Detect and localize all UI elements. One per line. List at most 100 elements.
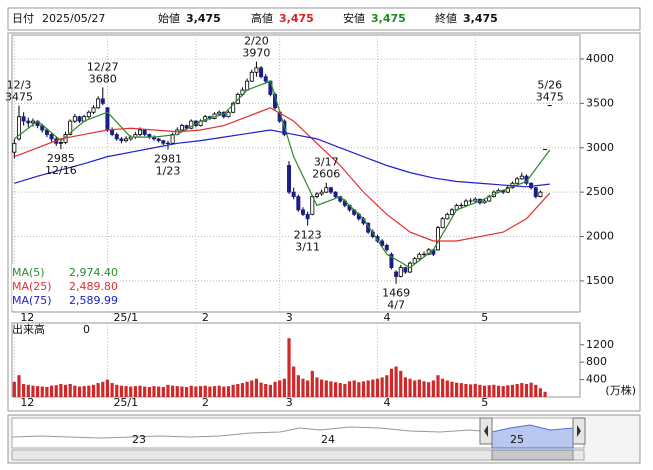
candle-body [226,111,231,118]
volume-bar [399,370,403,397]
candle-body [254,67,259,73]
volume-bar [129,386,133,397]
volume-bar [436,375,440,397]
candle-body [119,138,124,142]
chart-frame [7,32,641,412]
header-bar [7,7,641,31]
legend-name: MA(25) [12,280,52,293]
y-tick-label: 400 [586,373,607,386]
volume-bar [287,338,291,397]
volume-bar [189,385,193,397]
volume-bar [464,383,468,397]
volume-bar [217,385,221,397]
volume-bar [347,381,352,397]
annotation-price: 3680 [89,72,117,85]
candle-body [170,134,175,144]
candle-body [105,107,110,131]
volume-bar [110,383,114,397]
volume-bar [501,386,505,397]
volume-bar [119,385,124,397]
y-tick-label: 1200 [586,338,614,351]
legend-name: MA(5) [12,266,45,279]
field-value: 3,475 [371,12,406,25]
volume-bar [487,385,491,397]
volume-bar [301,378,305,397]
candle-body [245,80,250,91]
volume-bar [455,382,459,397]
candle-body [519,175,524,180]
field-value: 3,475 [463,12,498,25]
volume-bar [147,386,151,397]
volume-bar [538,388,543,397]
y-tick-label: 1500 [586,274,614,287]
volume-bar [203,385,207,397]
legend-value: 2,589.99 [69,294,118,307]
volume-bar [320,379,324,397]
volume-bar [529,382,533,397]
volume-bar [478,384,482,397]
y-tick-label: 3000 [586,141,614,154]
volume-bar [366,380,370,397]
candle-body [68,120,73,135]
annotation-date: 4/7 [387,299,405,312]
field-label: 終値 [435,11,457,25]
candle-body [21,116,26,122]
volume-bar [12,381,16,397]
volume-bar [441,378,445,397]
candle-body [217,111,222,115]
x-tick-label: 2 [202,396,209,409]
volume-bar [482,385,487,397]
candle-body [44,129,49,135]
annotation-price: 3475 [5,91,33,104]
volume-bar [143,386,147,397]
candle-body [417,253,422,260]
field-label: 安値 [343,11,365,25]
volume-current: 0 [83,323,90,336]
volume-bar [543,391,547,397]
volume-panel [11,322,581,398]
volume-bar [40,386,44,397]
volume-bar [385,375,389,397]
candle-body [26,120,31,124]
annotation-date: 1/23 [156,164,181,177]
scrollbar-thumb[interactable] [491,449,574,461]
annotation-date: 12/3 [7,79,32,92]
x-tick-label: 12 [20,311,34,324]
volume-bar [22,383,26,397]
volume-unit: (万株) [605,383,636,397]
volume-bar [375,378,380,397]
volume-bar [184,386,189,397]
volume-bar [380,377,384,397]
candle-body [96,98,101,109]
candle-body [58,142,63,144]
candle-body [138,129,143,135]
volume-bar [520,383,524,397]
candle-body [189,120,194,129]
volume-bar [338,383,342,397]
annotation-date: 12/16 [45,164,77,177]
candle-body [333,191,338,197]
volume-bar [361,381,366,397]
volume-bar [96,383,100,397]
volume-bar [157,386,161,397]
volume-bar [250,380,254,397]
candle-body [328,187,333,193]
volume-bar [259,382,263,397]
volume-bar [268,384,272,397]
x-tick-label: 4 [383,396,390,409]
volume-bar [77,386,82,397]
candle-body [77,116,82,122]
volume-bar [352,380,356,397]
scrollbar-track[interactable] [11,449,585,461]
volume-bar [91,384,96,397]
price-panel [11,34,581,313]
candle-body [482,200,487,204]
volume-bar [324,380,328,397]
annotation-price: 2123 [294,229,322,242]
volume-bar [180,386,184,397]
volume-bar [54,385,58,397]
handle-arrow [577,425,581,437]
handle-arrow [484,425,488,437]
candle-body [412,258,417,264]
